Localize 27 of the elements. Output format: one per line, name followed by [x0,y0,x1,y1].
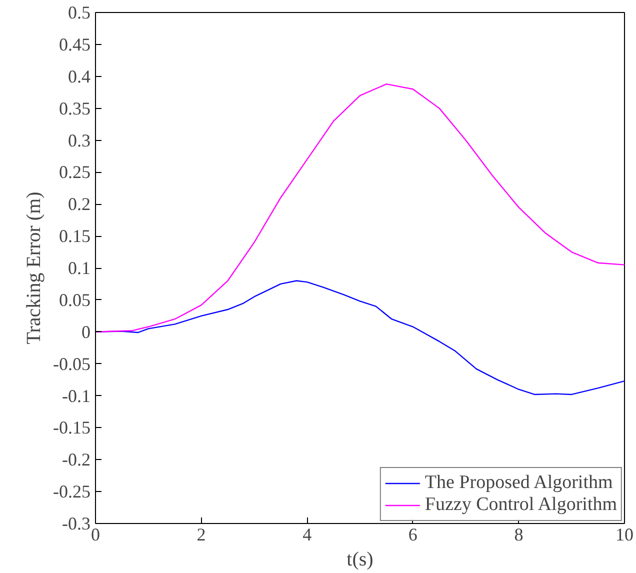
y-tick-label: 0.5 [68,2,90,22]
y-tick-label: 0.25 [59,162,90,182]
x-axis-title: t(s) [346,548,374,570]
y-tick-label: 0.15 [59,226,90,246]
y-tick-label: 0 [82,322,90,342]
y-tick-label: -0.2 [62,450,91,470]
y-tick-label: 0.05 [59,290,90,310]
y-tick-label: -0.25 [53,482,91,502]
x-tick-label: 8 [514,524,524,544]
y-tick-label: 0.1 [68,258,90,278]
y-axis-title: Tracking Error (m) [23,192,46,344]
legend-label: The Proposed Algorithm [424,472,613,494]
x-tick-label: 6 [408,524,418,544]
y-tick-label: 0.2 [68,194,90,214]
y-tick-label: 0.35 [59,98,90,118]
y-tick-label: -0.1 [62,386,91,406]
y-tick-label: -0.3 [62,514,91,534]
line-series [96,83,624,332]
legend-label: Fuzzy Control Algorithm [424,494,617,516]
x-tick-label: 2 [196,524,206,544]
y-tick-label: -0.05 [53,354,91,374]
x-tick-label: 4 [302,524,312,544]
y-tick-label: 0.4 [68,66,90,86]
y-tick-label: 0.45 [59,34,90,54]
x-tick-label: 10 [616,524,634,544]
y-tick-label: 0.3 [68,130,90,150]
y-tick-label: -0.15 [53,418,91,438]
